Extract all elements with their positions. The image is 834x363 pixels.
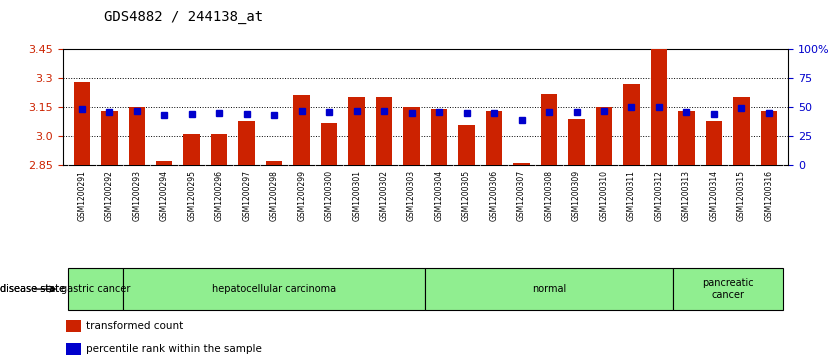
Text: GSM1200294: GSM1200294 bbox=[160, 170, 168, 221]
Text: GSM1200299: GSM1200299 bbox=[297, 170, 306, 221]
Text: GSM1200310: GSM1200310 bbox=[600, 170, 609, 221]
Bar bbox=[540, 94, 557, 165]
Bar bbox=[733, 97, 750, 165]
Text: disease state: disease state bbox=[0, 284, 65, 294]
Text: GSM1200315: GSM1200315 bbox=[737, 170, 746, 221]
Bar bbox=[761, 111, 777, 165]
Text: GDS4882 / 244138_at: GDS4882 / 244138_at bbox=[104, 9, 264, 24]
Text: GSM1200311: GSM1200311 bbox=[627, 170, 636, 221]
Text: GSM1200314: GSM1200314 bbox=[710, 170, 718, 221]
Bar bbox=[349, 97, 364, 165]
Text: gastric cancer: gastric cancer bbox=[61, 284, 130, 294]
Text: GSM1200304: GSM1200304 bbox=[435, 170, 444, 221]
Text: GSM1200295: GSM1200295 bbox=[187, 170, 196, 221]
Text: GSM1200298: GSM1200298 bbox=[269, 170, 279, 221]
Bar bbox=[595, 107, 612, 165]
Text: GSM1200292: GSM1200292 bbox=[105, 170, 113, 221]
Text: GSM1200303: GSM1200303 bbox=[407, 170, 416, 221]
Bar bbox=[66, 343, 81, 355]
Text: GSM1200300: GSM1200300 bbox=[324, 170, 334, 221]
FancyBboxPatch shape bbox=[123, 268, 425, 310]
Text: percentile rank within the sample: percentile rank within the sample bbox=[86, 343, 262, 354]
Text: GSM1200301: GSM1200301 bbox=[352, 170, 361, 221]
Bar bbox=[459, 125, 475, 165]
Bar bbox=[321, 123, 338, 165]
Bar bbox=[73, 82, 90, 165]
Text: pancreatic
cancer: pancreatic cancer bbox=[702, 278, 753, 300]
Text: GSM1200302: GSM1200302 bbox=[379, 170, 389, 221]
Bar bbox=[211, 134, 228, 165]
Text: GSM1200316: GSM1200316 bbox=[765, 170, 773, 221]
Text: GSM1200308: GSM1200308 bbox=[545, 170, 554, 221]
Text: GSM1200312: GSM1200312 bbox=[655, 170, 664, 221]
FancyBboxPatch shape bbox=[68, 268, 123, 310]
Text: GSM1200297: GSM1200297 bbox=[242, 170, 251, 221]
Bar bbox=[266, 161, 283, 165]
Text: GSM1200305: GSM1200305 bbox=[462, 170, 471, 221]
Text: GSM1200296: GSM1200296 bbox=[214, 170, 224, 221]
Text: hepatocellular carcinoma: hepatocellular carcinoma bbox=[212, 284, 336, 294]
Bar bbox=[568, 119, 585, 165]
Bar bbox=[294, 95, 310, 165]
Bar bbox=[623, 84, 640, 165]
Bar bbox=[404, 107, 420, 165]
Text: GSM1200306: GSM1200306 bbox=[490, 170, 499, 221]
Text: GSM1200291: GSM1200291 bbox=[78, 170, 86, 221]
Bar bbox=[239, 121, 255, 165]
Bar bbox=[183, 134, 200, 165]
Bar bbox=[678, 111, 695, 165]
Text: GSM1200307: GSM1200307 bbox=[517, 170, 526, 221]
Text: GSM1200309: GSM1200309 bbox=[572, 170, 581, 221]
Bar bbox=[101, 111, 118, 165]
Bar bbox=[376, 97, 392, 165]
Text: disease state: disease state bbox=[0, 284, 65, 294]
Text: GSM1200313: GSM1200313 bbox=[682, 170, 691, 221]
Text: normal: normal bbox=[532, 284, 566, 294]
Bar bbox=[651, 47, 667, 165]
Bar bbox=[66, 320, 81, 332]
Text: transformed count: transformed count bbox=[86, 321, 183, 331]
Bar bbox=[485, 111, 502, 165]
Bar bbox=[156, 161, 173, 165]
Bar bbox=[706, 121, 722, 165]
Bar bbox=[431, 109, 447, 165]
Text: GSM1200293: GSM1200293 bbox=[133, 170, 141, 221]
FancyBboxPatch shape bbox=[425, 268, 673, 310]
Bar bbox=[128, 107, 145, 165]
Bar bbox=[513, 163, 530, 165]
FancyBboxPatch shape bbox=[673, 268, 782, 310]
